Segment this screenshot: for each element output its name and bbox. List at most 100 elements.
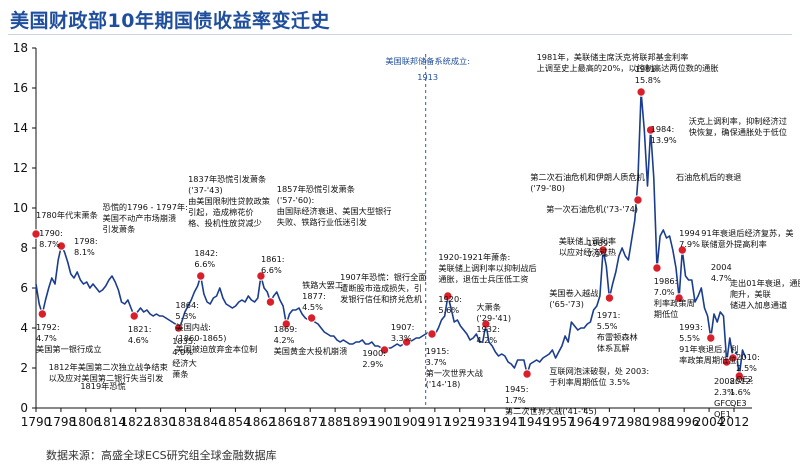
x-tick-label: 1964 [569,415,600,429]
event-annotation: 1945: 1.7%第二次世界大战('41-'45) [505,384,597,416]
annotation-line: 1861: [261,254,285,264]
annotation-line: 1981年，美联储主席沃克将联邦基金利率 [537,52,689,62]
annotation-line: 1907: [391,322,415,332]
annotation-line: 期低位 [654,309,679,319]
x-tick-label: 1830 [145,415,176,429]
x-tick-label: 1996 [669,415,700,429]
annotation-line: 由美国限制性贷款政策 [188,196,270,206]
annotation-line: 互联网泡沫破裂，处 2003: [549,366,649,376]
title-divider [8,34,792,35]
annotation-line: 布雷顿森林 [597,332,638,342]
annotation-line: 美国内战: [175,322,211,332]
annotation-line: 美联储上调利率 [559,236,616,246]
annotation-line: 大萧条 [476,302,501,312]
event-annotation: 1864: 5.3%美国内战: (1860-1865)美国被迫放弃金本位制 [175,300,257,354]
x-tick-label: 1885 [320,415,351,429]
annotation-line: ('65-'73) [549,299,584,309]
event-marker [379,345,390,355]
event-annotation: 1920-1921年萧条:美联储上调利率以抑制战后通胀，退伍士兵压低工资 [438,252,536,284]
event-annotation: 91年衰退后经济复苏，美联储意外提高利率 [701,228,793,249]
annotation-line: 1984: [651,124,675,134]
fed-founding-year: 1913 [417,72,438,82]
event-annotation: 1857年恐慌引发萧条('57-'60):由国际经济衰退、美国大型银行失败、铁路… [277,184,392,227]
annotation-line: 3.7% [426,357,447,367]
event-marker [598,245,608,255]
annotation-line: 1920-1921年萧条: [438,252,510,262]
annotation-line: QE1 [714,409,731,419]
event-annotation: 1900: 2.9% [362,348,386,369]
event-annotation: 1812年美国第二次独立战争结束以及应对美国第二银行失当引发 [49,362,168,383]
event-marker [129,311,139,321]
annotation-line: 1842: [194,248,218,258]
event-annotation: 1981年，美联储主席沃克将联邦基金利率上调至史上最高的20%，以控制高达两位数… [537,52,719,73]
annotation-line: 体系瓦解 [597,343,630,353]
event-annotation: 1993: 5.5% 91年衰退后，利率政策周期低位 [679,322,739,365]
annotation-line: 1993: [679,322,703,332]
annotation-line: 2.9% [362,359,383,369]
event-marker [265,297,276,307]
annotation-line: 1812年美国第二次独立战争结束 [49,362,168,372]
annotation-line: 引发萧条 [103,224,136,234]
y-tick-label: 16 [13,81,28,95]
annotation-line: 石油危机后的衰退 [676,172,742,182]
annotation-line: 4.6% [128,335,149,345]
annotation-line: 以应对经济过热 [559,247,616,257]
event-marker [522,369,532,379]
annotation-line: 萧条 [172,369,188,379]
annotation-line: 美国不动产市场崩溃 [103,213,177,223]
event-annotation: 1819年恐慌 [80,381,125,391]
annotation-line: 美国第一银行成立 [36,344,102,354]
x-tick-label: 1822 [120,415,151,429]
event-marker [706,333,716,343]
annotation-line: 1790: [39,228,63,238]
event-annotation: 1835: 4.0%经济大萧条 [172,336,197,379]
annotation-line: 4.5% [302,302,323,312]
annotation-line: 1907年恐慌：银行全面 [340,272,426,282]
y-tick-label: 14 [13,121,28,135]
event-marker [636,87,646,97]
event-marker [645,125,656,135]
event-annotation: 美联储上调利率以应对经济过热 [559,236,616,257]
x-tick-label: 2004 [694,415,725,429]
annotation-line: 引起，造成棉花价 [188,207,254,217]
event-marker [427,329,437,339]
annotation-line: QE2 [736,374,753,384]
event-annotation: 大萧条('29-'41) 1932: 4.2% [476,302,511,345]
annotation-line: 第二次世界大战('41-'45) [505,406,597,416]
annotation-line: 7.0% [654,287,675,297]
fed-founding-label: 美国联邦储备系统成立: [385,56,470,66]
event-marker [31,229,41,239]
event-annotation: 2008: 2.3% GFC: QE1 [714,376,738,419]
x-tick-label: 1917 [420,415,451,429]
annotation-line: 1.6% [730,387,751,397]
annotation-line: 失败、铁路行业低迷引发 [277,217,367,227]
x-tick-label: 1862 [245,415,276,429]
annotation-line: 1932: [476,324,500,334]
annotation-line: 1835: [172,336,196,346]
annotation-line: ('37-'43) [188,185,223,195]
annotation-line: 1837年恐慌引发萧条 [188,174,266,184]
annotation-line: 2010: [736,352,760,362]
annotation-line: 遭断股市造成损失，引 [340,283,422,293]
x-tick-label: 1814 [96,415,127,429]
event-annotation: 2004 4.7% [711,262,732,283]
event-annotation: 1907: 3.3% [391,322,415,343]
event-annotation: 1780年代末萧条 [36,210,98,220]
event-marker [306,313,317,323]
x-tick-label: 1925 [445,415,476,429]
x-tick-label: 1988 [644,415,675,429]
y-tick-label: 0 [20,401,28,415]
event-annotation: 1869: 4.2%美国黄金大投机崩溃 [274,324,348,356]
yield-series [35,91,747,377]
annotation-line: 于利率周期低位 3.5% [549,377,630,387]
event-annotation: 2012: 1.6% QE3 [730,376,754,408]
annotation-line: 7.9% [587,249,608,259]
y-tick-label: 4 [20,321,28,335]
event-annotation: 2010: 2.5% QE2 [736,352,760,384]
annotation-line: 1877: [302,291,326,301]
y-tick-label: 6 [20,281,28,295]
event-marker [37,309,48,319]
annotation-line: 第二次石油危机和伊朗人质危机 [530,172,645,182]
